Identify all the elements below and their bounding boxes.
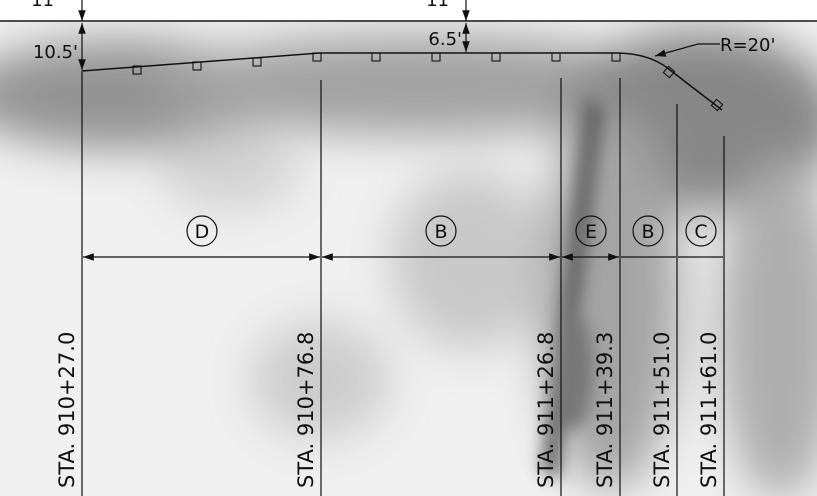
marker-square	[132, 65, 142, 75]
top-label-left: 11'	[31, 0, 59, 11]
station-label: STA. 911+26.8	[534, 332, 558, 488]
marker-square	[312, 52, 322, 62]
marker-square	[551, 52, 561, 62]
station-label: STA. 911+51.0	[650, 332, 674, 488]
zone-label-b: B	[425, 215, 457, 247]
marker-square	[431, 52, 441, 62]
offset-left-label: 10.5'	[33, 42, 78, 63]
top-label-center: 11'	[426, 0, 454, 11]
zone-letter: D	[195, 221, 210, 243]
station-labels: STA. 910+27.0 STA. 910+76.8 STA. 911+26.…	[55, 332, 721, 488]
marker-square	[491, 52, 501, 62]
radius-label: R=20'	[720, 35, 775, 56]
marker-square	[662, 65, 676, 79]
station-label: STA. 911+61.0	[697, 332, 721, 488]
zone-letter: C	[694, 221, 707, 243]
zone-label-e: E	[575, 215, 607, 247]
zone-letter: B	[641, 221, 654, 243]
station-label: STA. 911+39.3	[593, 332, 617, 488]
station-label: STA. 910+76.8	[294, 332, 318, 488]
marker-square	[611, 52, 621, 62]
radius-leader	[654, 43, 720, 57]
zone-label-c: C	[685, 215, 717, 247]
marker-square	[252, 57, 262, 67]
offset-dimensions: 10.5' 6.5'	[33, 22, 470, 70]
marker-square	[192, 61, 202, 71]
zone-label-b-2: B	[632, 215, 664, 247]
station-label: STA. 910+27.0	[55, 332, 79, 488]
marker-square	[371, 52, 381, 62]
zone-letter: B	[434, 221, 447, 243]
curb-line: R=20'	[81, 35, 775, 112]
top-baseline: 11' 11'	[0, 0, 817, 22]
zone-letter: E	[585, 221, 597, 243]
marker-square	[710, 98, 724, 112]
offset-center-label: 6.5'	[428, 29, 462, 50]
zone-label-d: D	[186, 215, 218, 247]
zone-labels: D B E B C	[186, 215, 717, 247]
station-lines	[81, 71, 725, 496]
